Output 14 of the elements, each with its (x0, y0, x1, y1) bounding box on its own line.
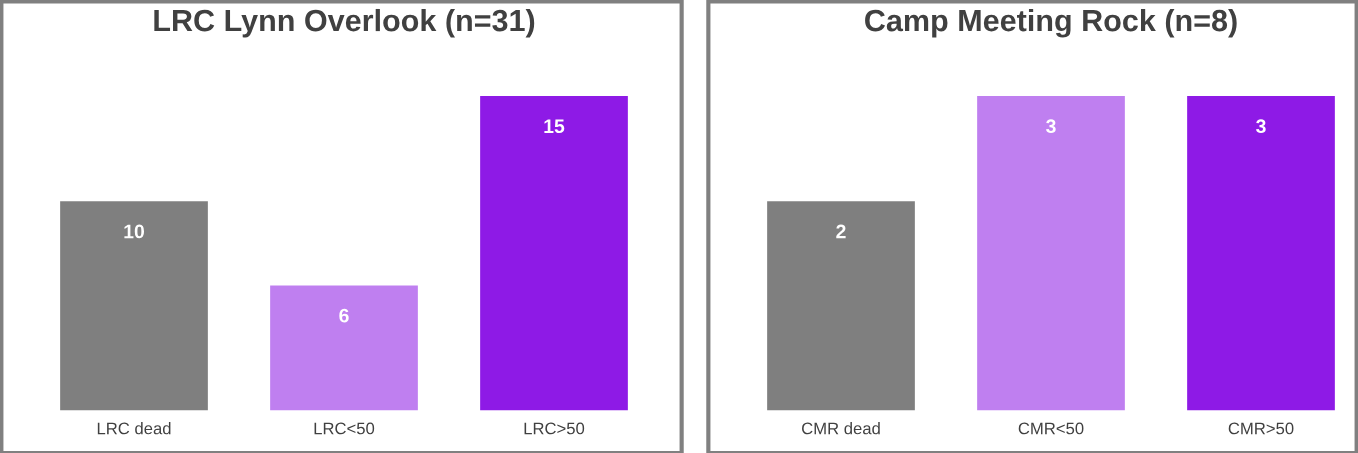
x-tick-label: LRC>50 (524, 422, 585, 435)
data-label: 3 (1256, 119, 1266, 134)
data-label: 2 (836, 224, 846, 239)
x-tick-label: LRC dead (97, 422, 171, 435)
data-label: 3 (1046, 119, 1056, 134)
data-label: 15 (544, 119, 565, 134)
data-label: 6 (339, 308, 349, 323)
chart-title: Camp Meeting Rock (n=8) (865, 8, 1237, 38)
x-tick-label: CMR>50 (1228, 422, 1294, 435)
x-tick-label: CMR<50 (1018, 422, 1084, 435)
x-tick-label: CMR dead (802, 422, 880, 435)
x-tick-label: LRC<50 (314, 422, 375, 435)
chart-title: LRC Lynn Overlook (n=31) (154, 8, 535, 38)
data-label: 10 (124, 224, 145, 239)
